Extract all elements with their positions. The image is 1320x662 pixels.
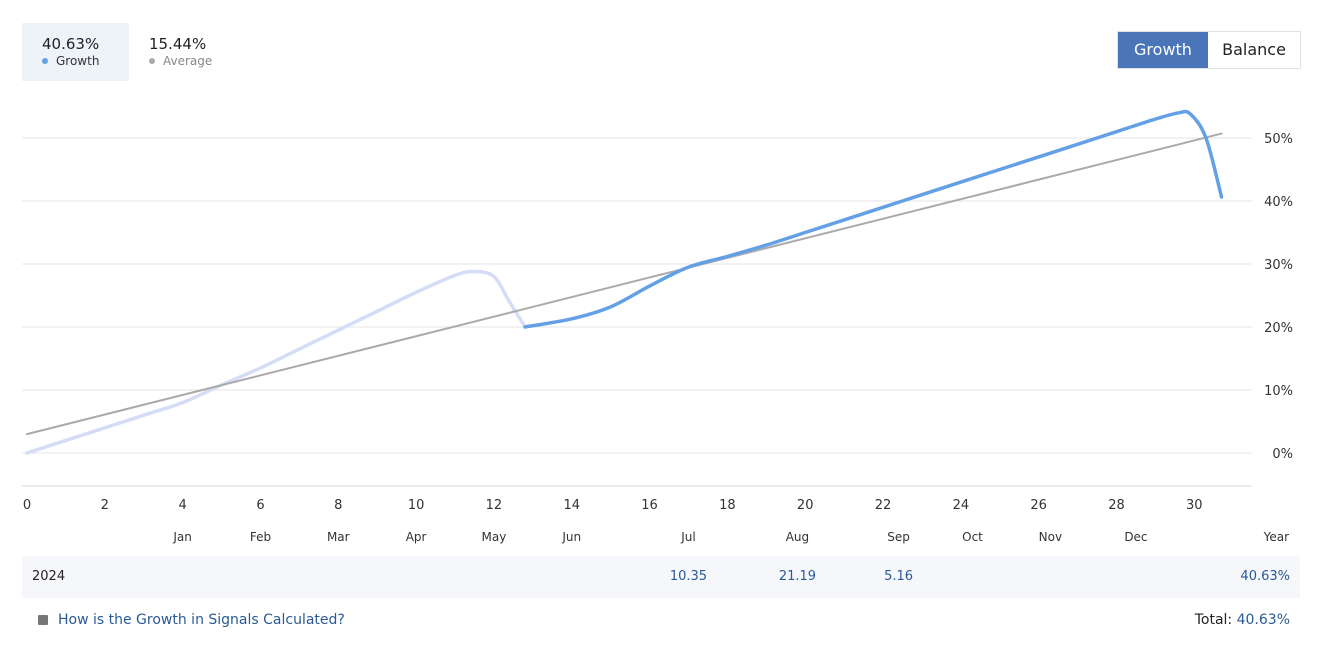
- x-tick-label: 10: [408, 498, 425, 513]
- legend-average[interactable]: 15.44% Average: [129, 23, 249, 81]
- y-tick-label: 40%: [1264, 195, 1293, 210]
- average-label: Average: [163, 54, 213, 68]
- growth-label: Growth: [56, 54, 100, 68]
- x-tick-label: 30: [1186, 498, 1203, 513]
- footer-total-value: 40.63%: [1236, 612, 1290, 628]
- month-value-aug: 21.19: [778, 569, 817, 584]
- legend-growth[interactable]: 40.63% Growth: [22, 23, 129, 81]
- growth-chart: 0%10%20%30%40%50%0 2 4 6 8 10 12 14 16 18 20 22 24 26…: [22, 109, 1293, 544]
- month-label: Jun: [561, 530, 581, 544]
- average-dot-icon: [149, 58, 155, 64]
- x-tick-label: 0: [23, 498, 31, 513]
- growth-calculation-link-text: How is the Growth in Signals Calculated?: [58, 612, 345, 628]
- x-tick-label: 6: [256, 498, 264, 513]
- year-total-value: 40.63%: [1240, 569, 1290, 584]
- x-tick-label: 8: [334, 498, 342, 513]
- x-tick-label: 18: [719, 498, 736, 513]
- footer-total-label: Total:: [1194, 612, 1233, 628]
- month-value-jul: 10.35: [669, 569, 708, 584]
- y-tick-label: 30%: [1264, 258, 1293, 273]
- chart-mode-toggle: Growth Balance: [1117, 31, 1301, 69]
- x-tick-label: 20: [797, 498, 814, 513]
- average-value: 15.44%: [149, 35, 207, 53]
- growth-value: 40.63%: [42, 35, 100, 53]
- growth-line: [523, 109, 1224, 329]
- month-label: Aug: [786, 530, 809, 544]
- growth-button[interactable]: Growth: [1118, 32, 1208, 68]
- month-label: Dec: [1124, 530, 1147, 544]
- x-tick-label: 2: [101, 498, 109, 513]
- month-label: Feb: [250, 530, 271, 544]
- growth-line-history: [25, 269, 527, 455]
- growth-dot-icon: [42, 58, 48, 64]
- x-tick-label: 16: [641, 498, 658, 513]
- month-value-sep: 5.16: [884, 569, 914, 584]
- x-tick-label: 28: [1108, 498, 1125, 513]
- month-label: Mar: [327, 530, 350, 544]
- footer-total: Total: 40.63%: [1195, 612, 1290, 628]
- x-tick-label: 24: [953, 498, 970, 513]
- month-label: Oct: [962, 530, 983, 544]
- x-tick-label: 4: [179, 498, 187, 513]
- x-tick-label: 26: [1030, 498, 1047, 513]
- y-tick-label: 10%: [1264, 384, 1293, 399]
- average-trend-line: [26, 132, 1223, 436]
- y-tick-label: 50%: [1264, 132, 1293, 147]
- y-tick-label: 20%: [1264, 321, 1293, 336]
- x-tick-label: 12: [486, 498, 503, 513]
- month-label: Nov: [1039, 530, 1062, 544]
- month-label: Jul: [680, 530, 695, 544]
- month-label: May: [482, 530, 507, 544]
- month-label: Sep: [887, 530, 910, 544]
- balance-button[interactable]: Balance: [1208, 32, 1300, 68]
- growth-calculation-link[interactable]: How is the Growth in Signals Calculated?: [38, 612, 345, 628]
- x-tick-label: 14: [563, 498, 580, 513]
- year-row: 2024 10.35 21.19 5.16 40.63%: [22, 556, 1300, 598]
- y-tick-label: 0%: [1272, 447, 1293, 462]
- x-tick-label: 22: [875, 498, 892, 513]
- month-label: Apr: [406, 530, 427, 544]
- year-label: Year: [1263, 530, 1289, 544]
- row-year: 2024: [32, 569, 66, 584]
- help-icon: [38, 615, 48, 625]
- month-label: Jan: [172, 530, 192, 544]
